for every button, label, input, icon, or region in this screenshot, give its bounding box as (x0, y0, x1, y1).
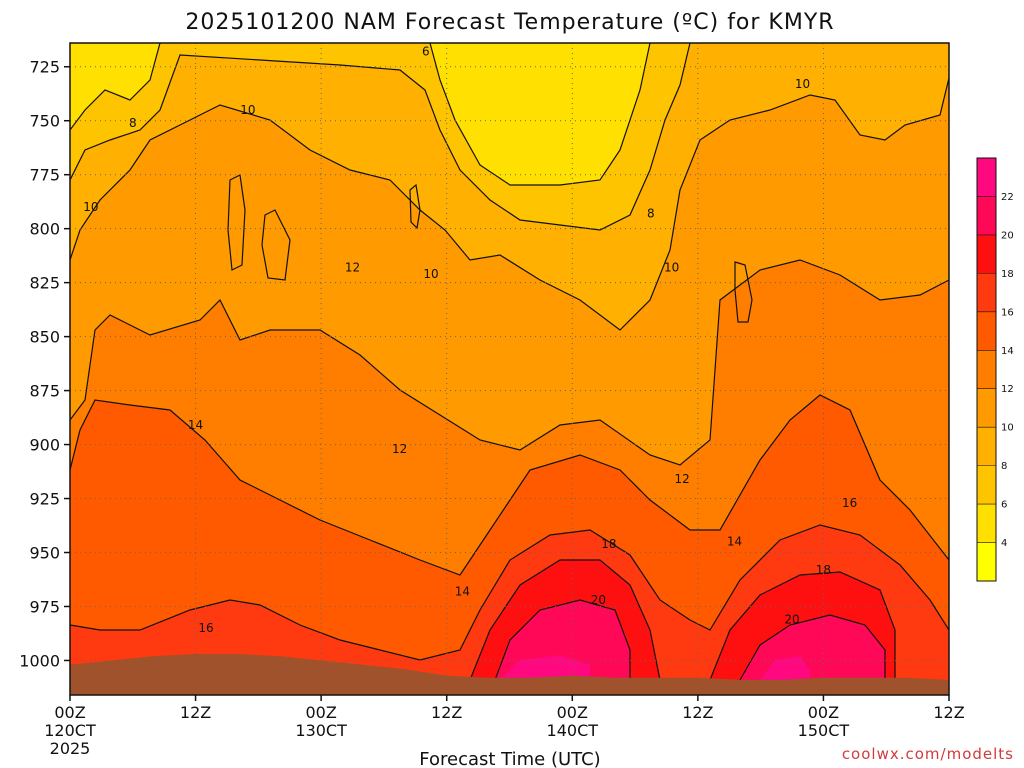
chart-title: 2025101200 NAM Forecast Temperature (ºC)… (185, 10, 834, 35)
colorbar-label: 18 (1001, 269, 1014, 280)
x-tick-label: 12Z (431, 703, 462, 722)
x-tick-label: 00Z (305, 703, 336, 722)
contour-label: 18 (601, 537, 616, 551)
colorbar-label: 6 (1001, 500, 1007, 511)
contour-line (70, 77, 949, 331)
colorbar-swatch (977, 388, 996, 428)
colorbar-swatch (977, 196, 996, 235)
contour-line (261, 209, 291, 281)
y-tick-label: 775 (29, 166, 60, 185)
colorbar-label: 4 (1001, 538, 1007, 549)
colorbar-swatch (977, 273, 996, 312)
y-tick-label: 825 (29, 274, 60, 293)
contour-line (70, 43, 691, 231)
colorbar-swatch (977, 542, 996, 581)
x-tick-label: 00Z (808, 703, 839, 722)
plot-frame (69, 42, 950, 696)
y-tick-label: 1000 (19, 651, 60, 670)
y-tick-label: 725 (29, 58, 60, 77)
y-axis: 725 750 775 800 825 850 875 900 925 950 975 1000 (19, 58, 70, 670)
band-yellow-left (70, 43, 160, 130)
colorbar-swatch (977, 504, 996, 543)
colorbar: 4 6 8 10 12 14 16 18 20 22 (976, 157, 1014, 582)
x-tick-date: 150CT (798, 721, 850, 740)
contour-line (70, 524, 949, 661)
x-tick-label: 00Z (557, 703, 588, 722)
contour-label: 14 (727, 535, 742, 549)
contour-label: 20 (784, 612, 799, 626)
contour-line (70, 43, 161, 131)
band-4-6 (430, 43, 650, 185)
terrain-surface (70, 654, 949, 695)
colorbar-swatch (977, 465, 996, 505)
contour-label: 10 (795, 77, 810, 91)
contour-lines (70, 43, 949, 681)
y-tick-label: 925 (29, 490, 60, 509)
contour-line (469, 559, 661, 681)
gridlines (70, 43, 949, 695)
contour-line (734, 261, 753, 323)
y-tick-label: 875 (29, 382, 60, 401)
y-tick-label: 800 (29, 220, 60, 239)
y-tick-label: 750 (29, 112, 60, 131)
plot-area: 6 10 10 8 10 8 12 10 10 14 12 12 14 16 18 18 14 20 20 16 (70, 43, 949, 695)
colorbar-swatch (977, 350, 996, 389)
contour-labels: 6 10 10 8 10 8 12 10 10 14 12 12 14 16 18 18 14 20 20 16 (83, 45, 857, 635)
colorbar-frame (976, 157, 997, 582)
contour-label: 16 (198, 621, 213, 635)
x-axis-label: Forecast Time (UTC) (419, 749, 600, 768)
contour-label: 14 (188, 418, 203, 432)
colorbar-swatch (977, 158, 996, 197)
colorbar-swatch (977, 311, 996, 351)
colorbar-label: 8 (1001, 461, 1007, 472)
x-tick-label: 12Z (180, 703, 211, 722)
contour-label: 10 (664, 261, 679, 275)
contour-label: 16 (842, 496, 857, 510)
x-tick-date: 130CT (295, 721, 347, 740)
contour-line (70, 394, 949, 576)
contour-line (429, 43, 651, 186)
colorbar-label: 10 (1001, 423, 1014, 434)
contour-label: 10 (83, 200, 98, 214)
contour-label: 18 (816, 563, 831, 577)
contour-label: 8 (647, 207, 655, 221)
y-tick-label: 975 (29, 597, 60, 616)
colorbar-swatch (977, 234, 996, 274)
contour-label: 14 (455, 584, 470, 598)
band-22-plus (500, 655, 810, 680)
contour-line (709, 571, 896, 681)
contour-line (70, 259, 949, 466)
colorbar-label: 22 (1001, 192, 1014, 203)
contour-label: 12 (675, 472, 690, 486)
y-tick-label: 850 (29, 328, 60, 347)
colorbar-swatch (977, 427, 996, 466)
y-tick-label: 950 (29, 544, 60, 563)
colorbar-label: 20 (1001, 230, 1014, 241)
x-tick-label: 00Z (54, 703, 85, 722)
credit-text: coolwx.com/modelts (842, 745, 1014, 763)
contour-label: 20 (591, 593, 606, 607)
x-tick-date: 120CT (44, 721, 96, 740)
contour-line (409, 183, 421, 230)
contour-label: 6 (422, 45, 430, 59)
contour-label: 8 (129, 116, 137, 130)
colorbar-label: 16 (1001, 307, 1014, 318)
x-tick-date: 140CT (547, 721, 599, 740)
contour-line (739, 614, 886, 681)
contour-line (494, 599, 631, 681)
contour-label: 10 (240, 103, 255, 117)
contour-label: 12 (392, 442, 407, 456)
colorbar-label: 12 (1001, 384, 1014, 395)
y-tick-label: 900 (29, 436, 60, 455)
contour-label: 12 (345, 261, 360, 275)
x-tick-year: 2025 (50, 739, 91, 758)
x-tick-label: 12Z (682, 703, 713, 722)
contour-label: 10 (423, 267, 438, 281)
x-tick-label: 12Z (933, 703, 964, 722)
colorbar-label: 14 (1001, 346, 1014, 357)
